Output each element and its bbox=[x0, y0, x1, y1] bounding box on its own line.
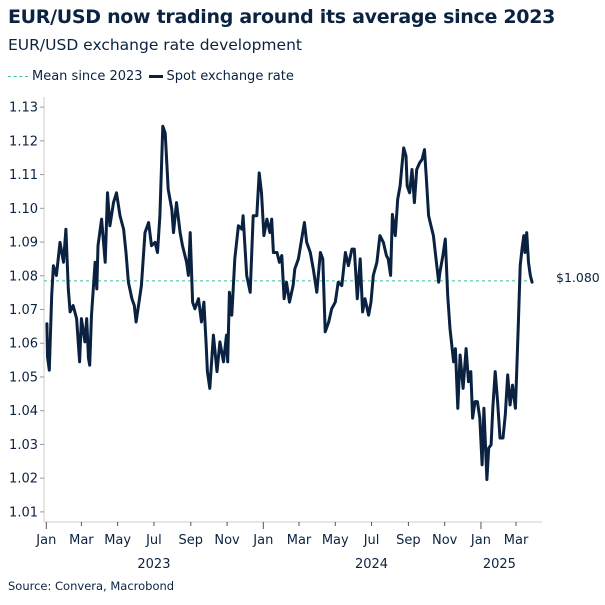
legend-label-spot: Spot exchange rate bbox=[166, 69, 294, 84]
x-tick-label: Sep bbox=[179, 533, 204, 548]
x-tick-label: Jan bbox=[35, 533, 56, 548]
legend-swatch-mean bbox=[8, 76, 28, 77]
y-tick-label: 1.05 bbox=[9, 370, 38, 385]
x-tick-label: Mar bbox=[69, 533, 94, 548]
x-tick-label: Jul bbox=[363, 533, 380, 548]
y-tick-label: 1.03 bbox=[9, 438, 38, 453]
x-year-label: 2023 bbox=[137, 557, 170, 572]
x-tick-label: Sep bbox=[396, 533, 421, 548]
y-tick-label: 1.13 bbox=[9, 101, 38, 116]
chart-title: EUR/USD now trading around its average s… bbox=[8, 6, 556, 28]
legend-item-mean: Mean since 2023 bbox=[8, 69, 143, 84]
y-tick-label: 1.10 bbox=[9, 202, 38, 217]
source-note: Source: Convera, Macrobond bbox=[8, 579, 175, 593]
legend-swatch-spot bbox=[148, 75, 163, 78]
x-tick-label: Nov bbox=[214, 533, 240, 548]
y-tick-label: 1.04 bbox=[9, 404, 38, 419]
legend-label-mean: Mean since 2023 bbox=[32, 69, 143, 84]
y-tick-label: 1.08 bbox=[9, 269, 38, 284]
x-year-label: 2025 bbox=[483, 557, 516, 572]
x-tick-label: May bbox=[322, 533, 349, 548]
x-tick-label: Jan bbox=[470, 533, 491, 548]
x-tick-label: Jan bbox=[252, 533, 273, 548]
spot-rate-line bbox=[45, 124, 534, 481]
mean-value-label: $1.080 bbox=[556, 270, 600, 285]
legend: Mean since 2023 Spot exchange rate bbox=[8, 69, 294, 84]
x-year-label: 2024 bbox=[355, 557, 388, 572]
x-tick-label: Jul bbox=[145, 533, 162, 548]
y-tick-label: 1.06 bbox=[9, 337, 38, 352]
legend-item-spot: Spot exchange rate bbox=[148, 69, 294, 84]
y-tick-label: 1.09 bbox=[9, 236, 38, 251]
chart-subtitle: EUR/USD exchange rate development bbox=[8, 36, 302, 54]
y-tick-label: 1.02 bbox=[9, 472, 38, 487]
x-tick-label: Mar bbox=[287, 533, 312, 548]
x-tick-label: May bbox=[104, 533, 131, 548]
y-tick-label: 1.11 bbox=[9, 168, 38, 183]
y-tick-label: 1.12 bbox=[9, 134, 38, 149]
x-tick-label: Mar bbox=[504, 533, 529, 548]
y-tick-label: 1.07 bbox=[9, 303, 38, 318]
x-tick-label: Nov bbox=[432, 533, 458, 548]
y-tick-label: 1.01 bbox=[9, 505, 38, 520]
